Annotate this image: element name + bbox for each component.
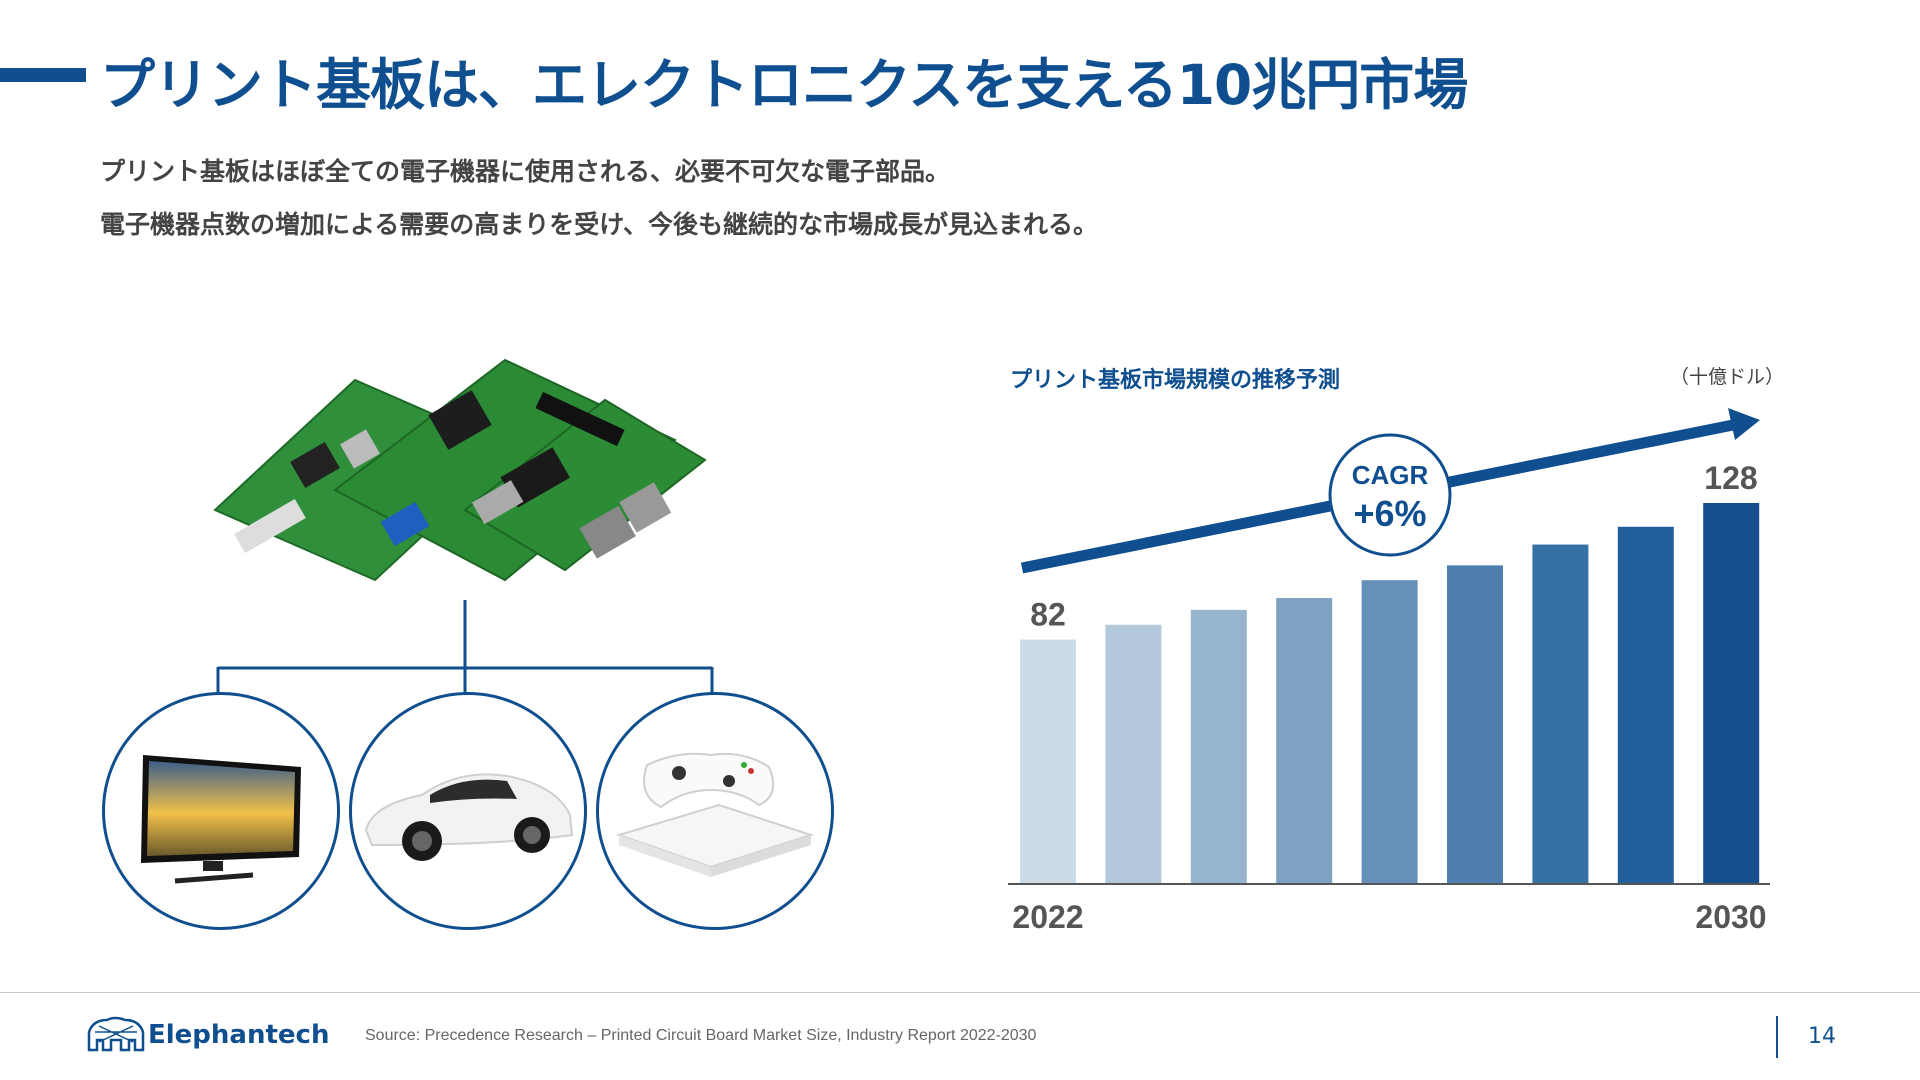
slide-title: プリント基板は、エレクトロニクスを支える10兆円市場 <box>100 53 1468 117</box>
lead-line-2: 電子機器点数の増加による需要の高まりを受け、今後も継続的な市場成長が見込まれる。 <box>100 210 1099 239</box>
chart-unit: （十億ドル） <box>1670 366 1785 388</box>
bar-2029 <box>1617 526 1674 883</box>
source-note: Source: Precedence Research – Printed Ci… <box>365 1027 1037 1044</box>
bar-2025 <box>1276 598 1333 883</box>
bar-2028 <box>1532 544 1589 883</box>
bar-2023 <box>1105 624 1162 883</box>
cagr-value: +6% <box>1353 493 1426 534</box>
growth-arrow-head <box>1728 408 1760 440</box>
cagr-label: CAGR <box>1352 460 1429 490</box>
pcb-photo <box>213 358 707 582</box>
tv-circle <box>102 692 340 930</box>
bar-2026 <box>1361 580 1418 883</box>
page-number: 14 <box>1808 1024 1836 1049</box>
first-value-label: 82 <box>1030 597 1066 633</box>
lead-line-1: プリント基板はほぼ全ての電子機器に使用される、必要不可欠な電子部品。 <box>100 157 951 186</box>
elephant-logo-icon <box>87 1016 145 1052</box>
bar-2022 <box>1020 639 1076 883</box>
title-accent-bar <box>0 68 86 82</box>
bar-2027 <box>1447 565 1503 883</box>
cagr-badge <box>1328 433 1452 557</box>
console-image <box>615 752 815 877</box>
tv-image <box>141 755 301 884</box>
page-number-separator <box>1776 1016 1778 1058</box>
car-circle <box>349 692 587 930</box>
chart-title: プリント基板市場規模の推移予測 <box>1010 368 1341 393</box>
last-year-label: 2030 <box>1695 899 1766 935</box>
brand-name: Elephantech <box>148 1020 330 1050</box>
last-value-label: 128 <box>1704 460 1757 496</box>
bar-2024 <box>1190 609 1247 883</box>
bar-2030 <box>1703 503 1760 883</box>
footer-divider <box>0 992 1920 993</box>
first-year-label: 2022 <box>1012 899 1083 935</box>
car-image <box>364 773 574 861</box>
console-circle <box>596 692 834 930</box>
